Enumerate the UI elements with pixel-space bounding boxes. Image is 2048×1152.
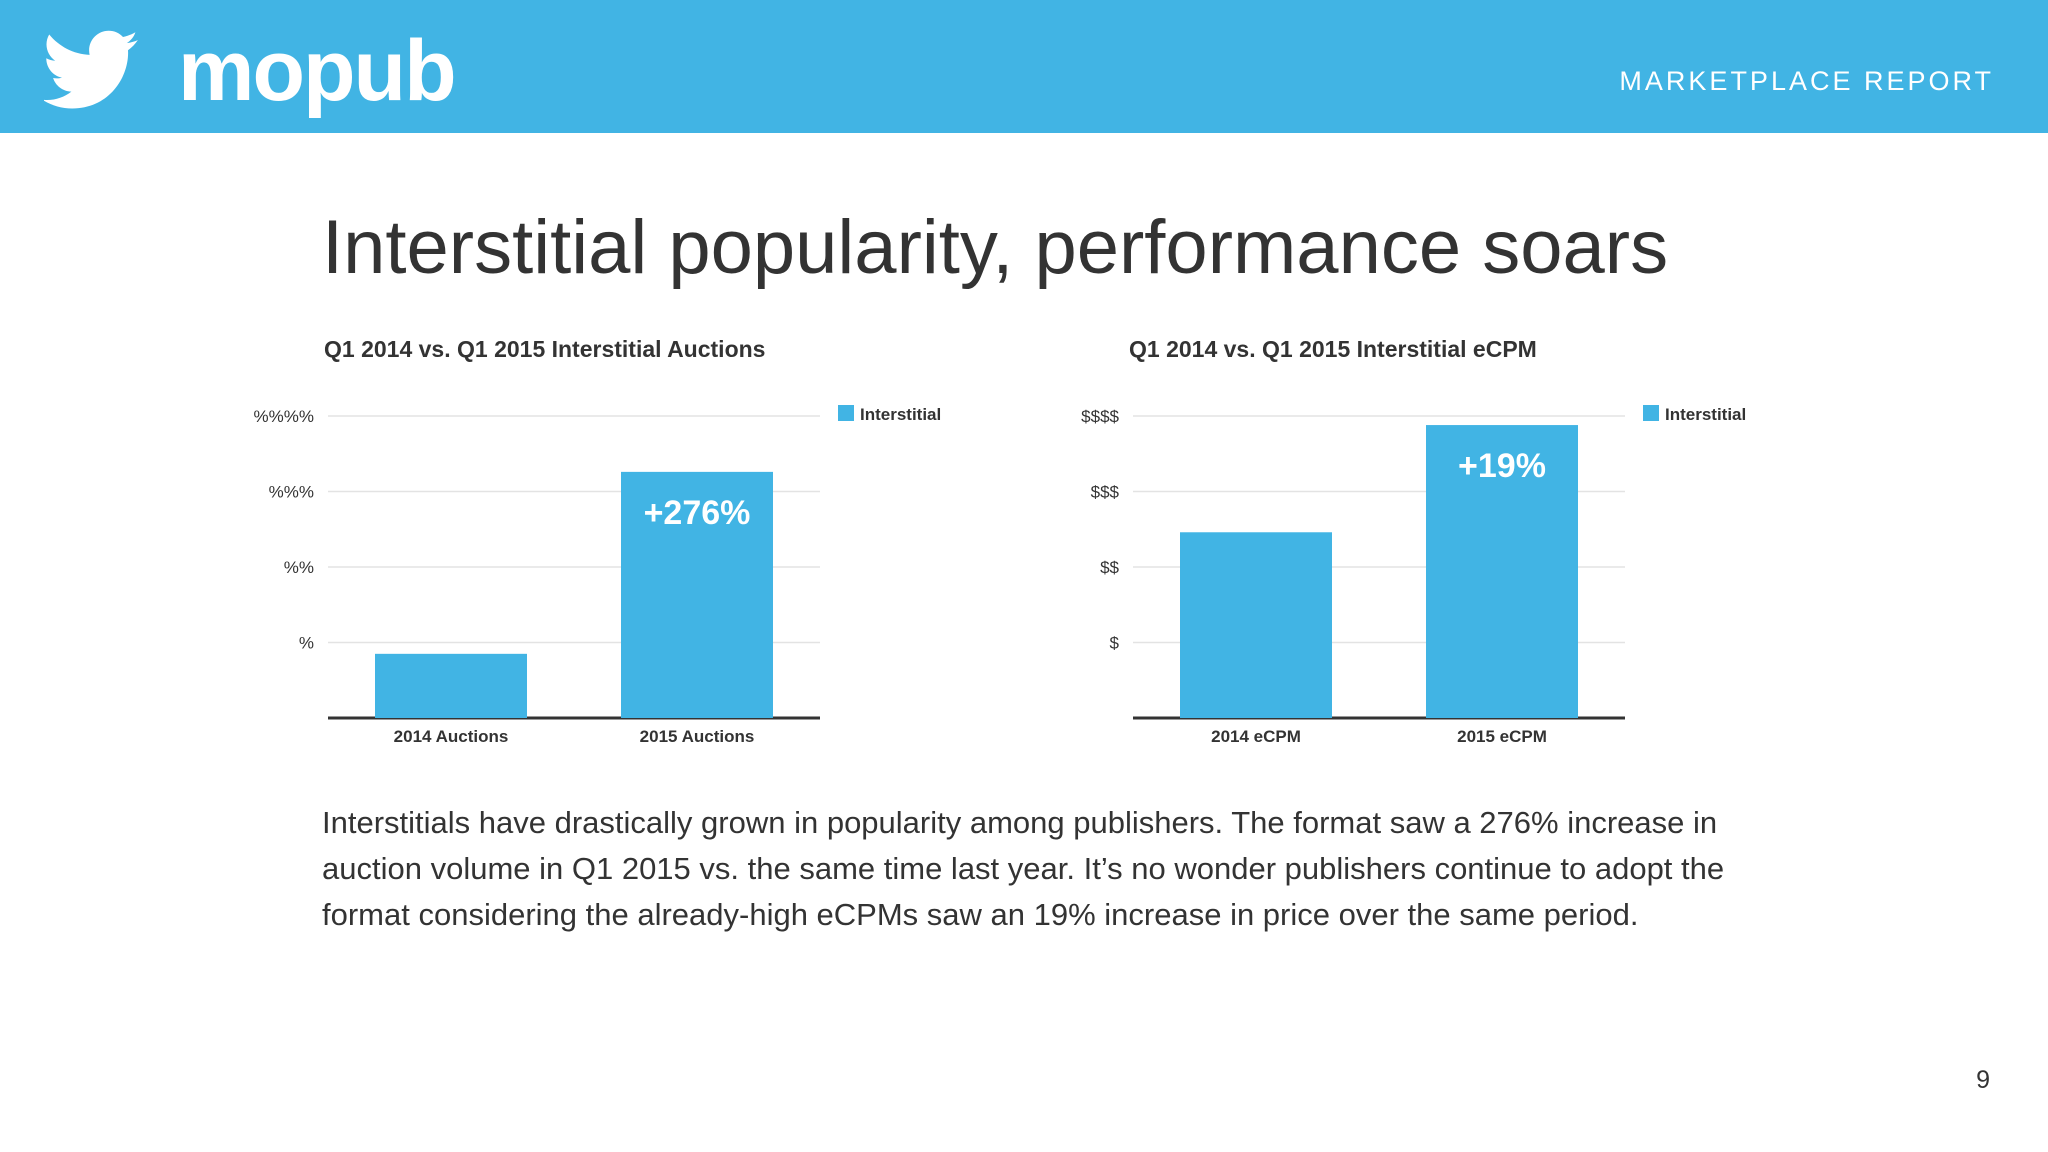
- page-title: Interstitial popularity, performance soa…: [322, 205, 1669, 290]
- twitter-bird-icon: [44, 30, 138, 109]
- header-bar: mopub MARKETPLACE REPORT: [0, 0, 2048, 133]
- ecpm-chart: Q1 2014 vs. Q1 2015 Interstitial eCPM $ $$…: [1045, 330, 1805, 760]
- y-tick-label: $$: [1100, 558, 1119, 577]
- auctions-chart: Q1 2014 vs. Q1 2015 Interstitial Auction…: [240, 330, 1000, 760]
- bar: [1180, 532, 1332, 718]
- x-tick-label: 2015 eCPM: [1457, 727, 1547, 746]
- data-label: +19%: [1458, 447, 1546, 485]
- section-label: MARKETPLACE REPORT: [1619, 66, 1994, 96]
- bar: [375, 653, 527, 718]
- y-tick-label: $$$$: [1081, 407, 1119, 426]
- page-number: 9: [1976, 1066, 1990, 1094]
- auctions-chart-svg: Q1 2014 vs. Q1 2015 Interstitial Auction…: [254, 336, 942, 746]
- y-tick-label: %%: [284, 558, 314, 577]
- brand-logo-text: mopub: [178, 23, 457, 119]
- x-tick-label: 2014 Auctions: [394, 727, 509, 746]
- bar: [1426, 425, 1578, 718]
- y-tick-label: $: [1110, 634, 1120, 653]
- chart-title: Q1 2014 vs. Q1 2015 Interstitial Auction…: [324, 336, 765, 362]
- y-tick-label: %%%: [269, 483, 314, 502]
- y-tick-label: %: [299, 634, 314, 653]
- data-label: +276%: [644, 494, 751, 532]
- chart-title: Q1 2014 vs. Q1 2015 Interstitial eCPM: [1129, 336, 1537, 362]
- legend-label: Interstitial: [1665, 405, 1746, 424]
- y-tick-label: $$$: [1091, 483, 1120, 502]
- ecpm-chart-svg: Q1 2014 vs. Q1 2015 Interstitial eCPM$$$…: [1081, 336, 1746, 746]
- legend-swatch: [1643, 405, 1659, 421]
- x-tick-label: 2014 eCPM: [1211, 727, 1301, 746]
- legend-label: Interstitial: [860, 405, 941, 424]
- legend-swatch: [838, 405, 854, 421]
- y-tick-label: %%%%: [254, 407, 314, 426]
- body-paragraph: Interstitials have drastically grown in …: [322, 805, 1725, 932]
- bar: [621, 471, 773, 718]
- x-tick-label: 2015 Auctions: [640, 727, 755, 746]
